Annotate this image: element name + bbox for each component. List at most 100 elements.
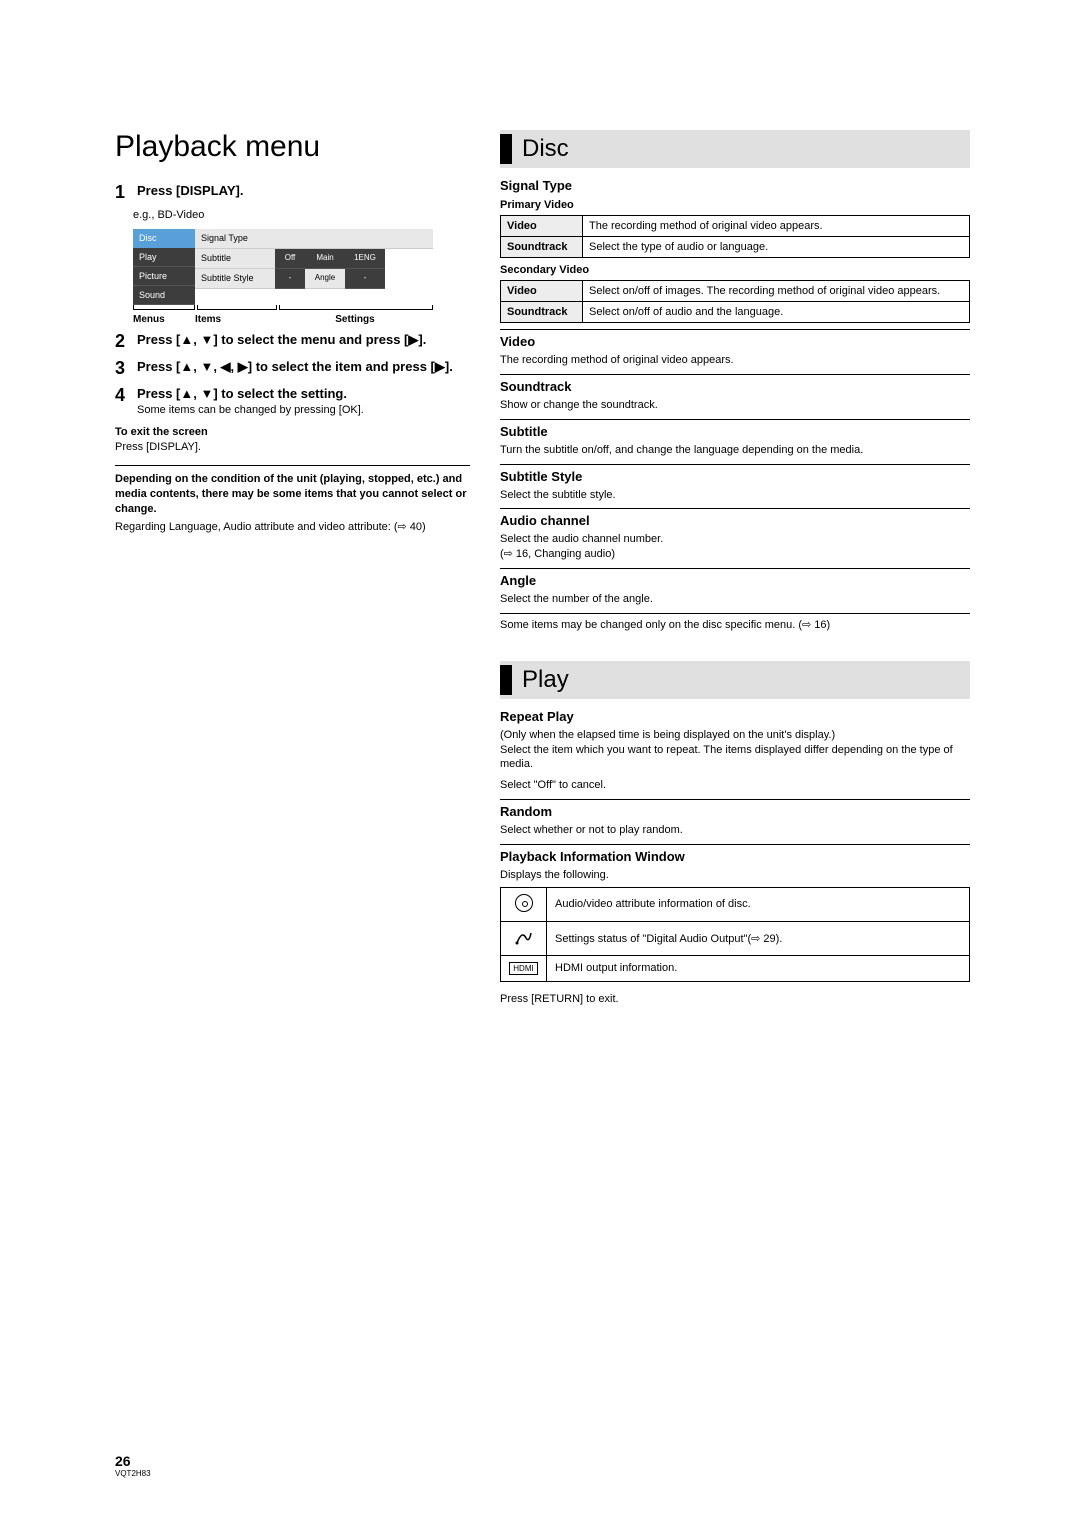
divider xyxy=(500,329,970,330)
osd-item: Subtitle Style xyxy=(195,269,275,289)
step-number-1: 1 xyxy=(115,182,129,203)
table-cell: Select on/off of audio and the language. xyxy=(583,302,970,323)
table-cell: Select the type of audio or language. xyxy=(583,237,970,258)
osd-label-settings: Settings xyxy=(277,314,433,325)
page-title: Playback menu xyxy=(115,130,470,164)
osd-setting: Off xyxy=(275,249,305,269)
subtitle-style-body: Select the subtitle style. xyxy=(500,488,970,503)
secondary-video-table: Video Select on/off of images. The recor… xyxy=(500,280,970,323)
condition-note: Depending on the condition of the unit (… xyxy=(115,472,470,517)
subtitle-style-heading: Subtitle Style xyxy=(500,469,970,484)
table-cell-header: Video xyxy=(501,281,583,302)
osd-setting: - xyxy=(275,269,305,289)
piw-heading: Playback Information Window xyxy=(500,849,970,864)
table-cell: Select on/off of images. The recording m… xyxy=(583,281,970,302)
divider xyxy=(500,419,970,420)
table-row: Audio/video attribute information of dis… xyxy=(501,887,970,921)
random-body: Select whether or not to play random. xyxy=(500,823,970,838)
step2-text: Press [▲, ▼] to select the menu and pres… xyxy=(137,331,470,349)
table-cell: HDMI output information. xyxy=(547,955,970,981)
soundtrack-body: Show or change the soundtrack. xyxy=(500,398,970,413)
divider xyxy=(115,465,470,466)
page-number: 26 xyxy=(115,1453,151,1469)
random-heading: Random xyxy=(500,804,970,819)
step-number-2: 2 xyxy=(115,331,129,352)
osd-label-items: Items xyxy=(195,314,277,325)
repeat-play-body3: Select "Off" to cancel. xyxy=(500,778,970,793)
step4-text: Press [▲, ▼] to select the setting. xyxy=(137,385,470,403)
table-row: Settings status of "Digital Audio Output… xyxy=(501,921,970,955)
osd-setting: - xyxy=(345,269,385,289)
accent-bar xyxy=(500,665,512,695)
subtitle-body: Turn the subtitle on/off, and change the… xyxy=(500,443,970,458)
secondary-video-heading: Secondary Video xyxy=(500,264,970,276)
osd-menu-item: Picture xyxy=(133,267,195,286)
divider xyxy=(500,464,970,465)
table-cell: Settings status of "Digital Audio Output… xyxy=(547,921,970,955)
osd-menu-item: Play xyxy=(133,248,195,267)
primary-video-table: Video The recording method of original v… xyxy=(500,215,970,258)
table-cell-header: Soundtrack xyxy=(501,302,583,323)
soundtrack-heading: Soundtrack xyxy=(500,379,970,394)
exit-heading: To exit the screen xyxy=(115,425,470,440)
step-number-3: 3 xyxy=(115,358,129,379)
osd-item: Subtitle xyxy=(195,249,275,269)
table-cell: Audio/video attribute information of dis… xyxy=(547,887,970,921)
divider xyxy=(500,374,970,375)
piw-exit: Press [RETURN] to exit. xyxy=(500,992,970,1007)
hdmi-icon: HDMI xyxy=(509,962,537,975)
piw-table: Audio/video attribute information of dis… xyxy=(500,887,970,982)
osd-menu-diagram: Disc Play Picture Sound Signal Type Subt… xyxy=(133,229,433,325)
section-play-title: Play xyxy=(522,666,569,694)
osd-item: Signal Type xyxy=(195,229,433,249)
section-disc-title: Disc xyxy=(522,135,569,163)
accent-bar xyxy=(500,134,512,164)
osd-menu-item: Disc xyxy=(133,229,195,248)
divider xyxy=(500,613,970,614)
osd-menu-item: Sound xyxy=(133,286,195,305)
section-play-header: Play xyxy=(500,661,970,699)
divider xyxy=(500,508,970,509)
table-cell-icon: HDMI xyxy=(501,955,547,981)
video-heading: Video xyxy=(500,334,970,349)
step3-text: Press [▲, ▼, ◀, ▶] to select the item an… xyxy=(137,358,470,376)
step1-text: Press [DISPLAY]. xyxy=(137,182,470,200)
table-row: Video Select on/off of images. The recor… xyxy=(501,281,970,302)
doc-code: VQT2H83 xyxy=(115,1469,151,1478)
audio-channel-body2: (⇨ 16, Changing audio) xyxy=(500,547,970,562)
angle-heading: Angle xyxy=(500,573,970,588)
section-disc-header: Disc xyxy=(500,130,970,168)
table-cell: The recording method of original video a… xyxy=(583,216,970,237)
repeat-play-body1: (Only when the elapsed time is being dis… xyxy=(500,728,970,743)
page-footer: 26 VQT2H83 xyxy=(115,1453,151,1478)
piw-body: Displays the following. xyxy=(500,868,970,883)
osd-setting-label: Angle xyxy=(305,269,345,289)
osd-items-col: Signal Type Subtitle Off Main 1ENG Subti… xyxy=(195,229,433,305)
osd-setting: 1ENG xyxy=(345,249,385,269)
osd-label-menus: Menus xyxy=(133,314,195,325)
osd-menus-col: Disc Play Picture Sound xyxy=(133,229,195,305)
signal-type-heading: Signal Type xyxy=(500,178,970,193)
divider xyxy=(500,568,970,569)
table-row: Soundtrack Select on/off of audio and th… xyxy=(501,302,970,323)
repeat-play-heading: Repeat Play xyxy=(500,709,970,724)
subtitle-heading: Subtitle xyxy=(500,424,970,439)
wave-icon xyxy=(514,928,534,946)
video-body: The recording method of original video a… xyxy=(500,353,970,368)
primary-video-heading: Primary Video xyxy=(500,199,970,211)
step4-note: Some items can be changed by pressing [O… xyxy=(137,403,470,418)
disc-icon xyxy=(515,894,533,912)
table-cell-header: Soundtrack xyxy=(501,237,583,258)
table-row: Video The recording method of original v… xyxy=(501,216,970,237)
step-number-4: 4 xyxy=(115,385,129,417)
table-cell-icon xyxy=(501,921,547,955)
disc-note: Some items may be changed only on the di… xyxy=(500,618,970,633)
table-row: HDMI HDMI output information. xyxy=(501,955,970,981)
divider xyxy=(500,844,970,845)
divider xyxy=(500,799,970,800)
table-cell-icon xyxy=(501,887,547,921)
language-note: Regarding Language, Audio attribute and … xyxy=(115,520,470,535)
example-label: e.g., BD-Video xyxy=(133,209,470,221)
table-cell-header: Video xyxy=(501,216,583,237)
angle-body: Select the number of the angle. xyxy=(500,592,970,607)
